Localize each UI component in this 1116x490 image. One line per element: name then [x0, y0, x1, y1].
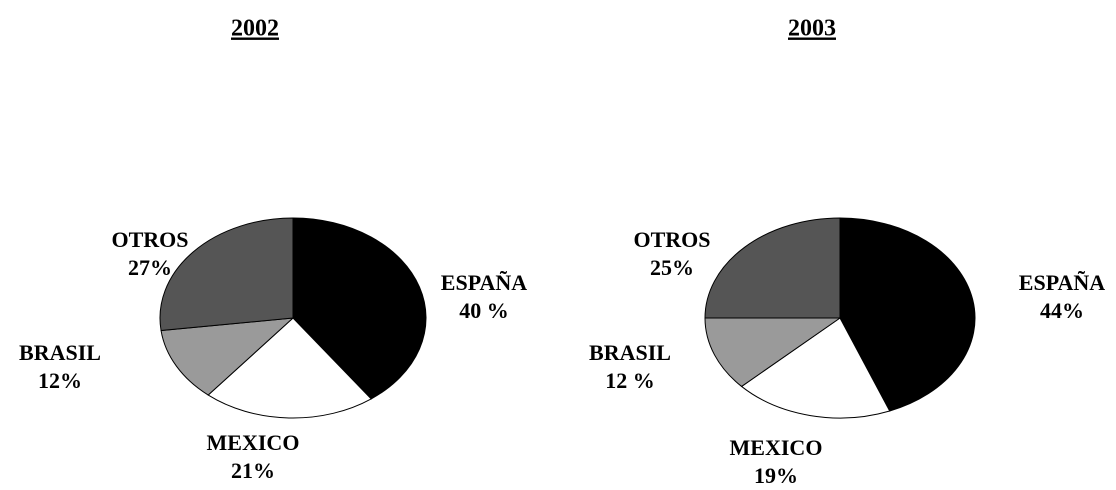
pie-slice — [292, 217, 427, 400]
slice-value: 44% — [1040, 298, 1084, 323]
slice-value: 27% — [128, 255, 172, 280]
chart-title: 2002 — [231, 16, 279, 42]
pie-slice — [704, 217, 841, 319]
slice-label: OTROS — [633, 227, 710, 252]
slice-label: OTROS — [111, 227, 188, 252]
slice-label: BRASIL — [19, 340, 101, 365]
slice-value: 25% — [650, 255, 694, 280]
slice-label: ESPAÑA — [441, 270, 527, 295]
chart-title: 2003 — [788, 16, 836, 42]
pie-slice — [704, 317, 842, 388]
slice-value: 21% — [231, 458, 275, 483]
slice-label: BRASIL — [589, 340, 671, 365]
pie-slice — [207, 317, 372, 419]
pie-slice — [159, 217, 294, 332]
slice-value: 12% — [38, 368, 82, 393]
slice-value: 40 % — [459, 298, 509, 323]
slice-value: 12 % — [605, 368, 655, 393]
pie-slice — [740, 317, 891, 419]
slice-label: MEXICO — [730, 435, 823, 460]
pie-slice — [160, 317, 295, 396]
pie-slice — [839, 217, 976, 412]
slice-label: MEXICO — [207, 430, 300, 455]
slice-value: 19% — [754, 463, 798, 488]
slice-label: ESPAÑA — [1019, 270, 1105, 295]
